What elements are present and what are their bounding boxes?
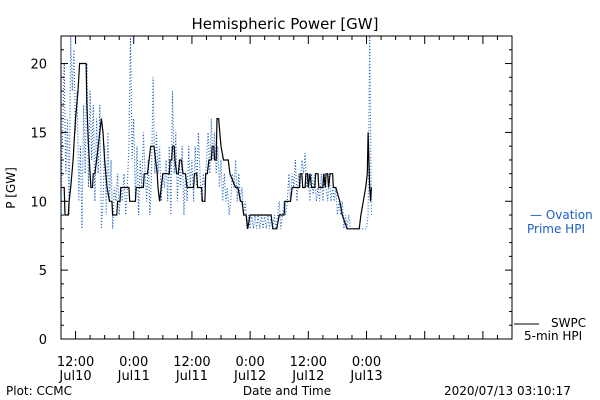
y-axis: 0 5 10 15 20 (30, 35, 512, 348)
ovation-label-line2: Prime HPI (527, 222, 585, 236)
x-axis-label: Date and Time (243, 384, 331, 398)
x-tick-date-label: Jul10 (58, 369, 91, 384)
swpc-label: SWPC 5-min HPI (514, 316, 586, 343)
y-tick-label: 15 (30, 126, 47, 141)
x-tick-time-label: 12:00 (290, 355, 327, 370)
y-tick-label: 0 (39, 333, 47, 348)
ovation-prime-label: — Ovation Prime HPI (527, 208, 593, 236)
y-tick-label: 20 (30, 58, 47, 73)
x-tick-time-label: 0:00 (352, 355, 381, 370)
swpc-label-line1: SWPC (551, 316, 586, 330)
ovation-label-line1: — Ovation (530, 208, 593, 222)
series-line-ovation-prime (60, 35, 372, 230)
footer-plot-credit: Plot: CCMC (6, 384, 72, 398)
x-tick-time-label: 12:00 (173, 355, 210, 370)
x-tick-date-label: Jul11 (117, 369, 150, 384)
x-tick-date-label: Jul12 (233, 369, 266, 384)
x-tick-date-label: Jul13 (349, 369, 382, 384)
series-line-swpc (61, 62, 372, 230)
x-tick-date-label: Jul11 (175, 369, 208, 384)
swpc-label-line2: 5-min HPI (524, 329, 582, 343)
y-tick-label: 10 (30, 195, 47, 210)
x-tick-time-label: 0:00 (119, 355, 148, 370)
y-axis-label: P [GW] (4, 167, 18, 209)
series-layer (60, 35, 372, 230)
x-axis: 12:00Jul100:00Jul1112:00Jul110:00Jul1212… (57, 36, 513, 384)
footer-timestamp: 2020/07/13 03:10:17 (444, 384, 571, 398)
x-tick-time-label: 12:00 (57, 355, 94, 370)
chart-title: Hemispheric Power [GW] (192, 15, 379, 33)
y-tick-label: 5 (39, 264, 47, 279)
x-tick-date-label: Jul12 (291, 369, 324, 384)
x-tick-time-label: 0:00 (236, 355, 265, 370)
